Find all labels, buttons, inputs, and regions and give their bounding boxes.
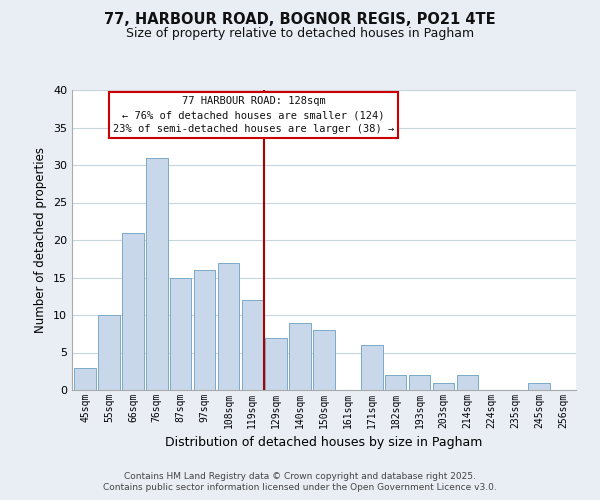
- Bar: [433, 382, 454, 390]
- Bar: [289, 322, 311, 390]
- Bar: [74, 368, 96, 390]
- X-axis label: Distribution of detached houses by size in Pagham: Distribution of detached houses by size …: [166, 436, 482, 450]
- Bar: [385, 375, 406, 390]
- Text: Size of property relative to detached houses in Pagham: Size of property relative to detached ho…: [126, 28, 474, 40]
- Text: Contains HM Land Registry data © Crown copyright and database right 2025.: Contains HM Land Registry data © Crown c…: [124, 472, 476, 481]
- Bar: [98, 315, 120, 390]
- Bar: [528, 382, 550, 390]
- Bar: [218, 262, 239, 390]
- Bar: [265, 338, 287, 390]
- Bar: [122, 232, 143, 390]
- Bar: [313, 330, 335, 390]
- Bar: [361, 345, 383, 390]
- Text: 77, HARBOUR ROAD, BOGNOR REGIS, PO21 4TE: 77, HARBOUR ROAD, BOGNOR REGIS, PO21 4TE: [104, 12, 496, 28]
- Text: 77 HARBOUR ROAD: 128sqm
← 76% of detached houses are smaller (124)
23% of semi-d: 77 HARBOUR ROAD: 128sqm ← 76% of detache…: [113, 96, 394, 134]
- Y-axis label: Number of detached properties: Number of detached properties: [34, 147, 47, 333]
- Bar: [242, 300, 263, 390]
- Text: Contains public sector information licensed under the Open Government Licence v3: Contains public sector information licen…: [103, 484, 497, 492]
- Bar: [409, 375, 430, 390]
- Bar: [194, 270, 215, 390]
- Bar: [170, 278, 191, 390]
- Bar: [146, 158, 167, 390]
- Bar: [457, 375, 478, 390]
